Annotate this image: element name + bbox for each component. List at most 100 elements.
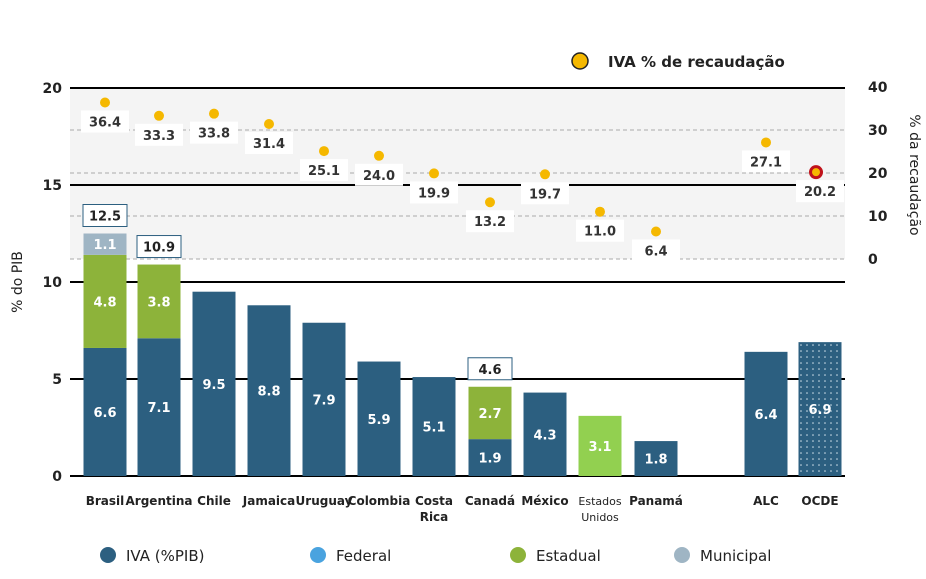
bar-data-label: 3.8 — [147, 295, 170, 310]
bar-estadual — [137, 264, 181, 339]
recaudacao-data-label: 33.8 — [198, 127, 230, 142]
recaudacao-point — [485, 197, 495, 208]
y2-tick-label: 20 — [868, 166, 888, 182]
recaudacao-data-label: 19.9 — [418, 186, 450, 201]
y2-tick-label: 30 — [868, 123, 888, 139]
legend-label: Federal — [336, 547, 391, 565]
bar-data-label: 8.8 — [257, 385, 280, 400]
recaudacao-label-bg — [135, 123, 183, 146]
recaudacao-point — [209, 108, 219, 119]
x-tick-label: Brasil — [86, 494, 125, 508]
legend-marker — [674, 547, 690, 563]
y2-axis-label: % da recaudação — [906, 114, 922, 235]
recaudacao-data-label: 24.0 — [363, 169, 395, 184]
legend-label: Municipal — [700, 547, 771, 565]
recaudacao-point — [374, 150, 384, 161]
total-box — [467, 357, 513, 381]
bar-data-label: 4.8 — [93, 295, 116, 310]
bar-iva-pib- — [523, 392, 567, 476]
recaudacao-point — [761, 137, 771, 148]
legend-label: Estadual — [536, 547, 601, 565]
bar-iva-pib- — [83, 347, 127, 476]
recaudacao-point — [812, 168, 820, 177]
bar-data-label: 6.4 — [754, 408, 777, 423]
recaudacao-data-label: 13.2 — [474, 215, 506, 230]
total-label: 4.6 — [478, 363, 501, 378]
bar-estadual — [468, 386, 512, 440]
recaudacao-data-label: 20.2 — [804, 185, 836, 200]
x-tick-label: Colombia — [348, 494, 411, 508]
recaudacao-data-label: 31.4 — [253, 137, 285, 152]
bar-data-label: 5.1 — [422, 421, 445, 436]
recaudacao-point — [154, 110, 164, 121]
recaudacao-label-bg — [300, 159, 348, 182]
legend-marker — [310, 547, 326, 563]
bar-iva-pib- — [357, 361, 401, 476]
recaudacao-label-bg — [410, 181, 458, 204]
x-tick-label: México — [521, 494, 568, 508]
bar-iva-pib- — [744, 351, 788, 476]
y-tick-label: 20 — [43, 81, 63, 97]
bar-data-label: 7.9 — [312, 393, 335, 408]
y-tick-label: 15 — [43, 178, 62, 194]
y-axis-label: % do PIB — [10, 251, 26, 313]
recaudacao-point — [595, 206, 605, 217]
bar-data-label: 4.3 — [533, 428, 556, 443]
bar-data-label: 6.9 — [808, 403, 831, 418]
y2-tick-label: 10 — [868, 209, 888, 225]
recaudacao-label-bg — [190, 121, 238, 144]
x-tick-label: Rica — [420, 510, 449, 524]
legend-marker-recaudacao — [571, 52, 589, 70]
legend-label-recaudacao: IVA % de recaudação — [608, 53, 785, 71]
x-tick-label: Panamá — [629, 494, 683, 508]
recaudacao-point — [319, 146, 329, 157]
recaudacao-data-label: 36.4 — [89, 115, 121, 130]
bar-iva-pib- — [634, 441, 678, 476]
y2-tick-label: 0 — [868, 252, 878, 268]
total-box — [136, 235, 182, 259]
recaudacao-data-label: 25.1 — [308, 164, 340, 179]
bar-iva-pib- — [247, 305, 291, 476]
recaudacao-data-label: 27.1 — [750, 155, 782, 170]
x-tick-label: Estados — [578, 495, 621, 508]
recaudacao-label-bg — [245, 131, 293, 154]
recaudacao-label-bg — [576, 219, 624, 242]
recaudacao-point — [651, 226, 661, 237]
y-tick-label: 10 — [43, 275, 63, 291]
bar-estadual — [578, 415, 622, 476]
bar-data-label: 5.9 — [367, 413, 390, 428]
x-tick-label: Unidos — [581, 511, 619, 524]
bar-data-label: 1.9 — [478, 452, 501, 467]
x-tick-label: Costa — [415, 494, 453, 508]
recaudacao-label-bg — [742, 150, 790, 173]
bar-iva-pib- — [192, 291, 236, 476]
recaudacao-data-label: 6.4 — [644, 244, 667, 259]
bar-data-label: 1.1 — [93, 238, 116, 253]
total-box — [82, 204, 128, 227]
recaudacao-label-bg — [466, 210, 514, 233]
recaudacao-label-bg — [521, 182, 569, 205]
recaudacao-data-label: 19.7 — [529, 187, 561, 202]
bar-estadual — [83, 254, 127, 348]
total-label: 10.9 — [143, 241, 175, 256]
x-tick-label: Argentina — [126, 494, 193, 508]
bar-iva-pib- — [468, 439, 512, 476]
bar-data-label: 9.5 — [202, 378, 225, 393]
recaudacao-label-bg — [355, 163, 403, 186]
x-tick-label: Jamaica — [242, 494, 296, 508]
total-label: 12.5 — [89, 210, 121, 225]
legend-label: IVA (%PIB) — [126, 547, 204, 565]
bar-data-label: 7.1 — [147, 401, 170, 416]
bar-data-label: 6.6 — [93, 406, 116, 421]
bar-iva-pib- — [798, 342, 842, 476]
legend-marker — [510, 547, 526, 563]
x-tick-label: OCDE — [801, 494, 838, 508]
x-tick-label: Chile — [197, 494, 231, 508]
recaudacao-point — [264, 118, 274, 129]
recaudacao-point — [100, 97, 110, 108]
bar-data-label: 3.1 — [588, 440, 611, 455]
recaudacao-label-bg — [632, 239, 680, 262]
recaudacao-data-label: 11.0 — [584, 225, 616, 240]
